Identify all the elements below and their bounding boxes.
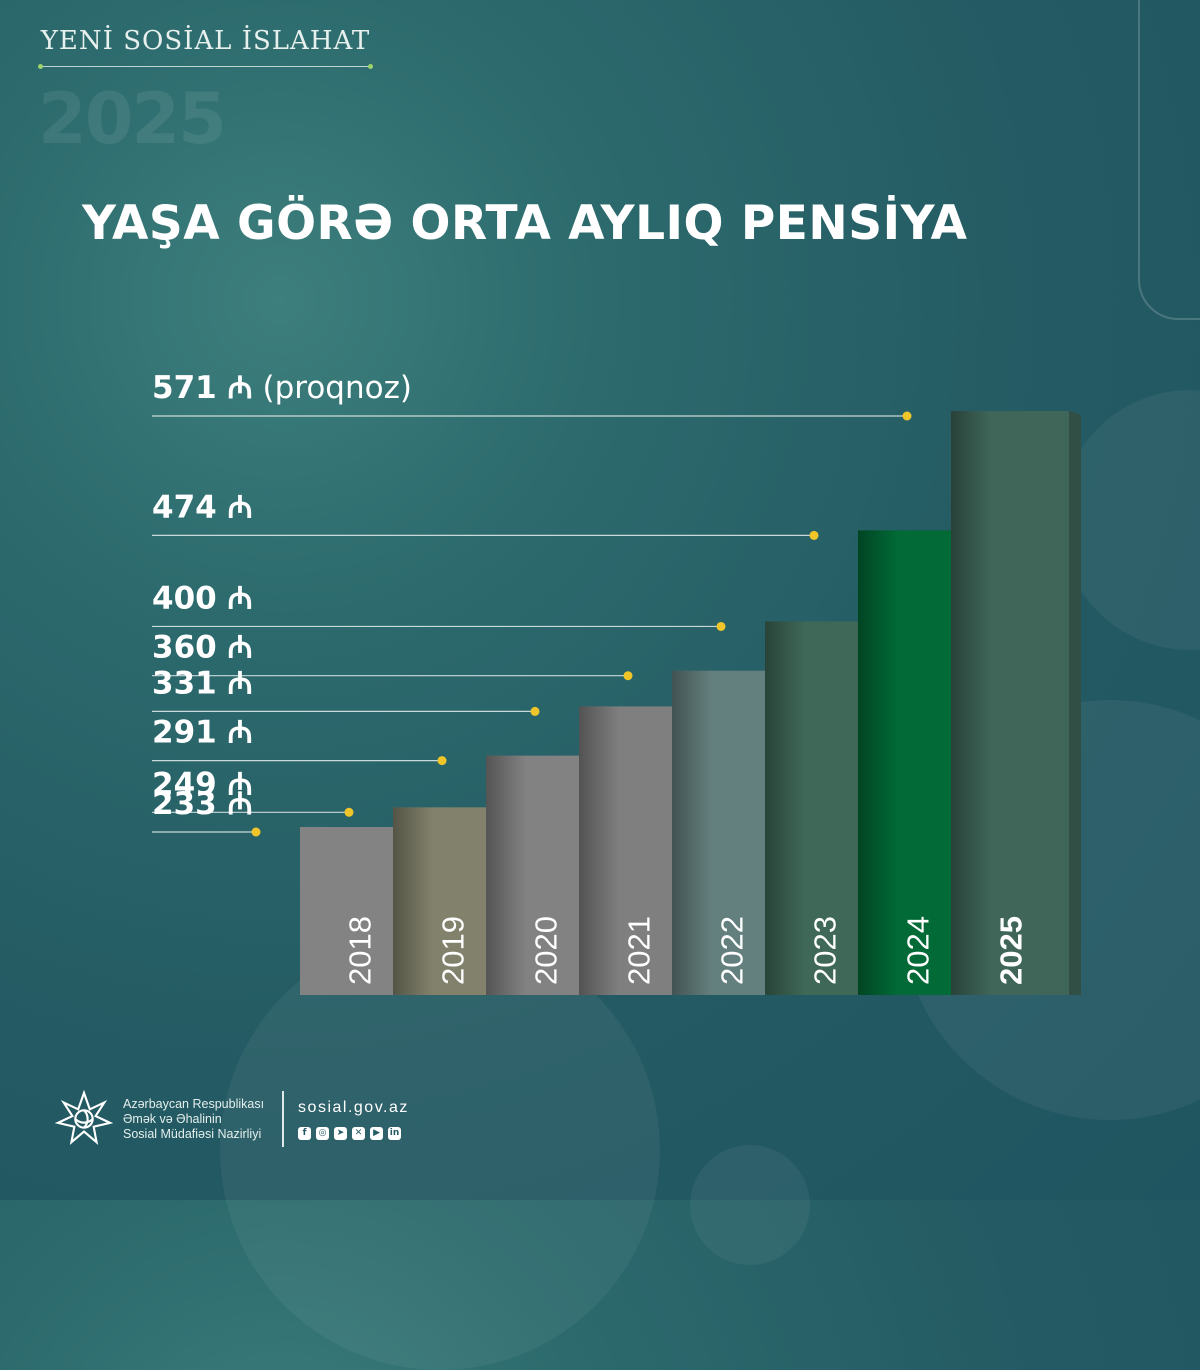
- currency-sign: ₼: [228, 489, 253, 525]
- brand-divider: [38, 64, 373, 69]
- year-label: 2020: [529, 916, 564, 985]
- value-label: 249 ₼: [152, 766, 253, 802]
- year-label: 2025: [994, 916, 1029, 985]
- value-number: 331: [152, 665, 228, 701]
- footer-divider: [282, 1091, 285, 1147]
- pension-bar-chart: 2018 233 ₼ 2019 249 ₼ 2020 291 ₼ 2021 331 ₼ 2022…: [152, 370, 1081, 995]
- value-marker-dot: [902, 411, 912, 421]
- value-marker-dot: [437, 756, 447, 766]
- value-number: 233: [152, 786, 228, 822]
- website-link[interactable]: sosial.gov.az: [298, 1098, 409, 1116]
- value-number: 360: [152, 630, 228, 666]
- value-marker-dot: [716, 621, 726, 631]
- instagram-icon[interactable]: ◎: [316, 1126, 330, 1140]
- ministry-logo: [55, 1090, 113, 1145]
- value-label: 474 ₼: [152, 489, 253, 525]
- social-links: f ◎ ➤ ✕ ▶ in: [298, 1126, 409, 1140]
- value-number: 571: [152, 370, 228, 406]
- x-icon[interactable]: ✕: [352, 1126, 366, 1140]
- year-label: 2018: [343, 916, 378, 985]
- forecast-note: (proqnoz): [253, 370, 412, 406]
- page-title: YAŞA GÖRƏ ORTA AYLIQ PENSİYA: [82, 196, 968, 251]
- value-label: 233 ₼: [152, 786, 253, 822]
- value-label: 571 ₼ (proqnoz): [152, 370, 412, 406]
- footer: Azərbaycan Respublikası Əmək və Əhalinin…: [55, 1090, 409, 1148]
- year-label: 2022: [715, 916, 750, 985]
- value-marker-dot: [809, 530, 819, 540]
- value-marker-dot: [251, 827, 261, 837]
- bar-shadow: [951, 411, 991, 995]
- youtube-icon[interactable]: ▶: [370, 1126, 384, 1140]
- value-label: 360 ₼: [152, 630, 253, 666]
- value-number: 474: [152, 489, 228, 525]
- series-title: YENİ SOSİAL İSLAHAT: [40, 26, 371, 56]
- bar-shadow: [765, 621, 805, 995]
- value-label: 331 ₼: [152, 665, 253, 701]
- currency-sign: ₼: [228, 715, 253, 751]
- value-label: 291 ₼: [152, 715, 253, 751]
- currency-sign: ₼: [228, 370, 253, 406]
- facebook-icon[interactable]: f: [298, 1126, 312, 1140]
- linkedin-icon[interactable]: in: [388, 1126, 402, 1140]
- year-label: 2019: [436, 916, 471, 985]
- value-number: 400: [152, 580, 228, 616]
- decorative-frame: [1138, 0, 1200, 320]
- brand-header: YENİ SOSİAL İSLAHAT: [38, 26, 373, 69]
- currency-sign: ₼: [228, 786, 253, 822]
- bar-shadow: [858, 530, 898, 995]
- bar-side-shade: [1069, 411, 1081, 995]
- telegram-icon[interactable]: ➤: [334, 1126, 348, 1140]
- bar-side: [1069, 411, 1081, 995]
- year-label: 2023: [808, 916, 843, 985]
- bar-shadow: [672, 670, 712, 995]
- value-marker-dot: [530, 706, 540, 716]
- currency-sign: ₼: [228, 766, 253, 802]
- currency-sign: ₼: [228, 630, 253, 666]
- currency-sign: ₼: [228, 580, 253, 616]
- year-label: 2024: [901, 916, 936, 985]
- value-number: 291: [152, 715, 228, 751]
- value-marker-dot: [623, 671, 633, 681]
- value-number: 249: [152, 766, 228, 802]
- bar-shadow: [579, 706, 619, 995]
- brand-year: 2025: [38, 78, 227, 160]
- bar-shadow: [393, 807, 433, 995]
- currency-sign: ₼: [228, 665, 253, 701]
- value-marker-dot: [344, 807, 354, 817]
- value-label: 400 ₼: [152, 580, 253, 616]
- year-label: 2021: [622, 916, 657, 985]
- ministry-name: Azərbaycan Respublikası Əmək və Əhalinin…: [123, 1096, 265, 1141]
- bar-shadow: [486, 755, 526, 995]
